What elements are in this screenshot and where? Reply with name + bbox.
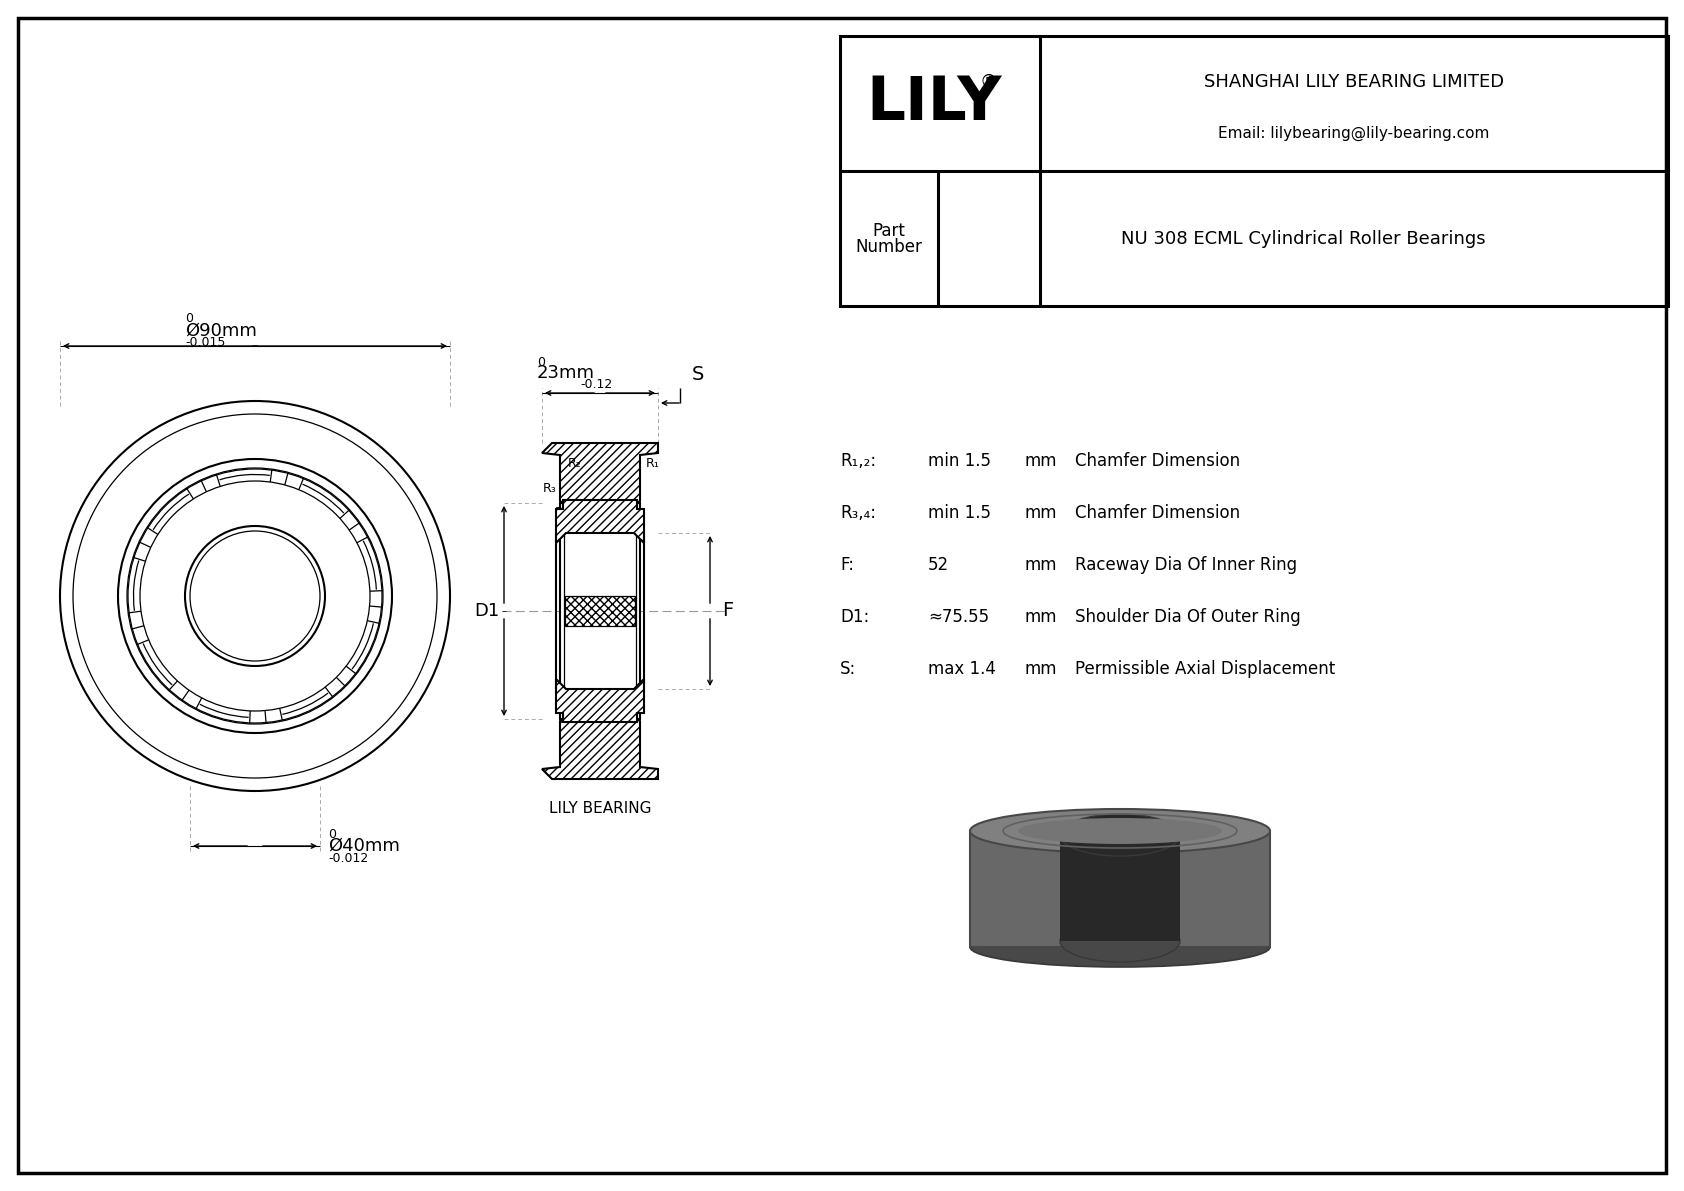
Text: Part: Part (872, 222, 906, 239)
Text: -0.12: -0.12 (579, 378, 613, 391)
Polygon shape (556, 679, 643, 722)
Text: -0.012: -0.012 (328, 852, 369, 865)
Text: Permissible Axial Displacement: Permissible Axial Displacement (1074, 660, 1335, 678)
Text: 52: 52 (928, 556, 950, 574)
Text: R₂: R₂ (568, 457, 581, 470)
Polygon shape (970, 831, 1270, 947)
Text: max 1.4: max 1.4 (928, 660, 995, 678)
Text: Ø40mm: Ø40mm (328, 837, 399, 855)
Text: R₄: R₄ (556, 506, 569, 519)
Text: F: F (722, 601, 733, 621)
Text: ≈75.55: ≈75.55 (928, 607, 989, 626)
Text: Chamfer Dimension: Chamfer Dimension (1074, 453, 1239, 470)
Text: mm: mm (1026, 504, 1058, 522)
Text: 23mm: 23mm (537, 364, 594, 382)
Text: 0: 0 (537, 356, 546, 369)
Polygon shape (542, 443, 658, 503)
Polygon shape (556, 500, 643, 543)
Text: mm: mm (1026, 453, 1058, 470)
Text: NU 308 ECML Cylindrical Roller Bearings: NU 308 ECML Cylindrical Roller Bearings (1120, 230, 1485, 248)
Text: mm: mm (1026, 556, 1058, 574)
Bar (840, 36, 1667, 306)
Text: R₃,₄:: R₃,₄: (840, 504, 876, 522)
Bar (566, 596, 635, 626)
Text: ®: ® (978, 73, 997, 91)
Text: Chamfer Dimension: Chamfer Dimension (1074, 504, 1239, 522)
Text: R₁,₂:: R₁,₂: (840, 453, 876, 470)
Text: R₃: R₃ (542, 482, 557, 495)
Polygon shape (542, 719, 658, 779)
Text: -0.015: -0.015 (185, 337, 226, 349)
Ellipse shape (1019, 818, 1223, 844)
Text: F:: F: (840, 556, 854, 574)
Text: R₁: R₁ (647, 457, 660, 470)
Text: min 1.5: min 1.5 (928, 504, 990, 522)
Bar (561, 503, 640, 719)
Text: SHANGHAI LILY BEARING LIMITED: SHANGHAI LILY BEARING LIMITED (1204, 73, 1504, 91)
Text: 0: 0 (185, 312, 194, 325)
Text: Shoulder Dia Of Outer Ring: Shoulder Dia Of Outer Ring (1074, 607, 1300, 626)
Text: mm: mm (1026, 660, 1058, 678)
Text: min 1.5: min 1.5 (928, 453, 990, 470)
Text: Raceway Dia Of Inner Ring: Raceway Dia Of Inner Ring (1074, 556, 1297, 574)
Ellipse shape (1059, 813, 1180, 856)
Ellipse shape (1059, 919, 1180, 962)
Ellipse shape (970, 927, 1270, 967)
Polygon shape (1059, 835, 1180, 941)
Text: Number: Number (855, 237, 923, 256)
Text: D1: D1 (473, 601, 498, 621)
Text: Email: lilybearing@lily-bearing.com: Email: lilybearing@lily-bearing.com (1218, 125, 1490, 141)
Text: S: S (692, 366, 704, 385)
Ellipse shape (970, 809, 1270, 853)
Text: LILY: LILY (866, 74, 1002, 133)
Text: S:: S: (840, 660, 855, 678)
Text: mm: mm (1026, 607, 1058, 626)
Text: Ø90mm: Ø90mm (185, 322, 258, 339)
Text: 0: 0 (328, 828, 337, 841)
Text: LILY BEARING: LILY BEARING (549, 802, 652, 816)
Text: D1:: D1: (840, 607, 869, 626)
